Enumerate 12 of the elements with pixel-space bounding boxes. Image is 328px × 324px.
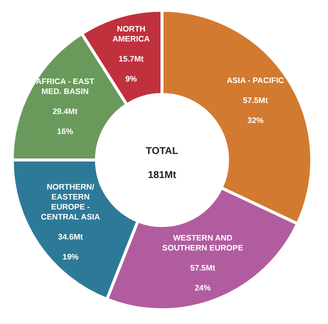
slice-label: WESTERN AND SOUTHERN EUROPE: [162, 233, 244, 252]
text: 181Mt: [148, 170, 177, 181]
text: 29.4Mt 16%: [52, 107, 78, 136]
slice-label: NORTHERN/ EASTERN EUROPE - CENTRAL ASIA: [40, 182, 100, 222]
text: TOTAL: [146, 146, 178, 157]
text: 57.5Mt 24%: [190, 263, 216, 292]
text: 15.7Mt 9%: [118, 54, 144, 84]
slice-label: NORTH AMERICA: [112, 24, 150, 44]
text: 34.6Mt 19%: [58, 232, 83, 262]
text: 57.5Mt 32%: [242, 96, 268, 126]
slice-label: ASIA - PACIFIC: [226, 76, 284, 86]
slice-label: AFRICA - EAST MED. BASIN: [36, 77, 94, 96]
